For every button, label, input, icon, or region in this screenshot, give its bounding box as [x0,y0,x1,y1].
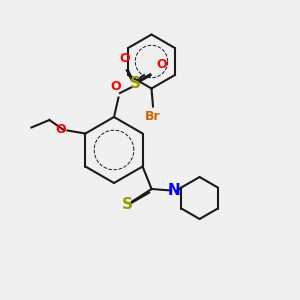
Text: S: S [122,197,133,212]
Text: O: O [156,58,166,70]
Text: S: S [130,76,140,92]
Text: Br: Br [145,110,161,122]
Text: N: N [168,183,181,198]
Text: O: O [119,52,130,64]
Text: O: O [110,80,121,93]
Text: O: O [55,122,66,136]
